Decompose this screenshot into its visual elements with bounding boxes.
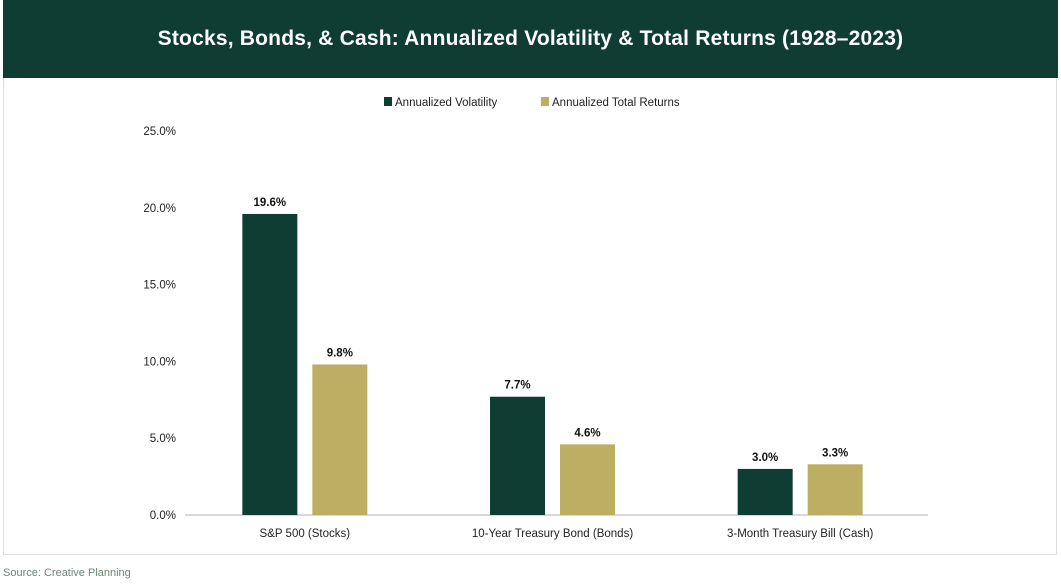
data-label: 9.8% (327, 347, 353, 359)
bar-volatility (737, 468, 793, 515)
y-tick-label: 25.0% (143, 126, 176, 138)
bar-volatility (242, 213, 298, 515)
x-tick-label: S&P 500 (Stocks) (260, 528, 351, 540)
x-tick-label: 10-Year Treasury Bond (Bonds) (472, 528, 633, 540)
bar-returns (560, 444, 615, 515)
y-tick-label: 5.0% (150, 433, 176, 445)
bar-returns (807, 464, 863, 515)
y-tick-label: 20.0% (143, 203, 176, 215)
data-label: 3.3% (822, 447, 848, 459)
data-label: 19.6% (254, 197, 287, 209)
chart-frame (3, 78, 1057, 555)
x-tick-label: 3-Month Treasury Bill (Cash) (727, 528, 874, 540)
y-tick-label: 10.0% (143, 356, 176, 368)
legend-label: Annualized Volatility (395, 97, 498, 109)
data-label: 4.6% (574, 427, 600, 439)
legend-label: Annualized Total Returns (552, 97, 680, 109)
bar-returns (312, 364, 368, 515)
source-note: Source: Creative Planning (3, 567, 131, 579)
bar-volatility (490, 396, 545, 515)
legend-swatch (384, 97, 392, 106)
chart-title: Stocks, Bonds, & Cash: Annualized Volati… (3, 0, 1058, 78)
y-tick-label: 0.0% (150, 510, 176, 522)
y-tick-label: 15.0% (143, 280, 176, 292)
data-label: 3.0% (752, 452, 778, 464)
data-label: 7.7% (504, 380, 530, 392)
legend-swatch (541, 97, 549, 106)
